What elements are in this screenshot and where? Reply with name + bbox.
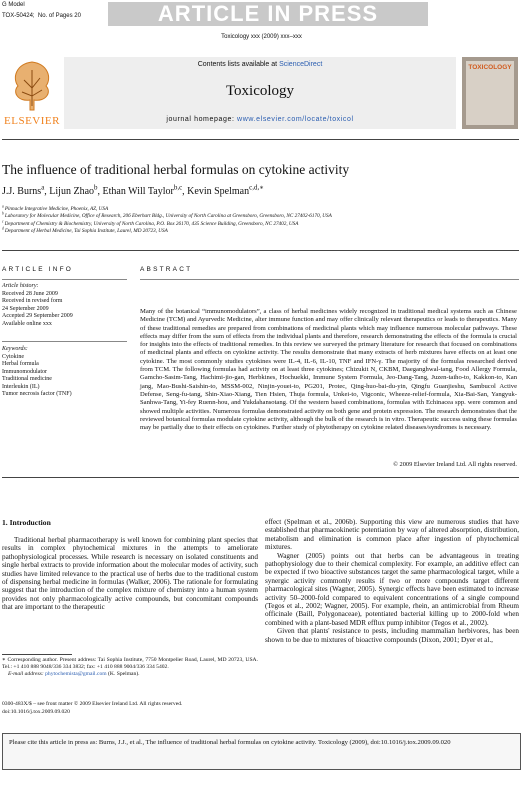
cover-title: TOXICOLOGY <box>468 64 512 71</box>
cite-text: Please cite this article in press as: Bu… <box>9 739 369 746</box>
author: Ethan Will Taylorb,c <box>98 183 183 197</box>
affiliation-text: Laboratory for Molecular Medicine, Offic… <box>4 213 332 220</box>
keywords-label: Keywords: <box>2 346 28 352</box>
manuscript-code: TOX-50424; <box>2 13 35 19</box>
author-name: J.J. Burns <box>2 186 42 197</box>
banner: ARTICLE IN PRESS <box>157 1 379 26</box>
paragraph: Given that plants' resistance to pests, … <box>265 627 519 644</box>
author: Kevin Spelmanc,d,∗ <box>182 183 264 197</box>
paragraph: Traditional herbal pharmacotherapy is we… <box>2 536 258 612</box>
contents-label: Contents lists available at <box>197 61 278 68</box>
affiliation-mark: d <box>2 226 4 231</box>
abstract-heading: ABSTRACT <box>140 266 193 273</box>
affiliation-mark: b <box>2 211 4 216</box>
history-item: 24 September 2009 <box>2 305 49 312</box>
publisher-name: ELSEVIER <box>4 115 60 127</box>
history-item: Received 28 June 2009 <box>2 290 58 297</box>
model-label: G Model <box>2 2 25 8</box>
email-link[interactable]: phytochemista@gmail.com <box>45 671 107 677</box>
copyright: © 2009 Elsevier Ireland Ltd. All rights … <box>393 461 517 468</box>
affiliation: dDepartment of Herbal Medicine, Tai Soph… <box>2 226 517 235</box>
author-list: J.J. BurnsaLijun ZhaobEthan Will Taylorb… <box>2 183 264 197</box>
info-rule <box>2 341 127 342</box>
journal-name: Toxicology <box>225 83 295 99</box>
cite-doi: doi:10.1016/j.tox.2009.09.020 <box>370 739 451 746</box>
contents-line: Contents lists available at ScienceDirec… <box>64 61 456 68</box>
cover-panel <box>466 61 514 125</box>
keywords-block: Keywords: Cytokine Herbal formula Immunomo… <box>2 346 72 399</box>
homepage-line: journal homepage: www.elsevier.com/locat… <box>64 116 456 123</box>
email-label: E-mail address: <box>8 671 44 677</box>
affiliation: cDepartment of Chemistry & Biochemistry,… <box>2 218 517 228</box>
divider <box>2 477 519 478</box>
author-affiliation-mark: b <box>94 183 98 192</box>
keyword: Traditional medicine <box>2 376 52 382</box>
email-owner: (K. Spelman). <box>108 671 140 677</box>
paragraph: effect (Spelman et al., 2006b). Supporti… <box>265 518 519 552</box>
journal-box <box>64 57 456 129</box>
author-affiliation-mark: b,c <box>173 183 183 192</box>
manuscript-info: TOX-50424; No. of Pages 20 <box>2 13 81 19</box>
footnote: ∗ Corresponding author. Present address:… <box>2 657 258 678</box>
banner-bg <box>108 2 428 26</box>
author: Lijun Zhaob <box>44 183 98 197</box>
journal-citation: Toxicology xxx (2009) xxx–xxx <box>221 34 302 40</box>
keyword: Tumor necrosis factor (TNF) <box>2 391 72 397</box>
publisher-logo <box>4 56 60 114</box>
homepage-label: journal homepage: <box>166 116 235 123</box>
affiliation-mark: a <box>2 204 4 209</box>
keyword: Interleukin (IL) <box>2 383 40 390</box>
homepage-link[interactable]: www.elsevier.com/locate/toxicol <box>237 116 354 123</box>
info-heading: ARTICLE INFO <box>2 266 74 273</box>
author: J.J. Burnsa <box>2 183 45 197</box>
author-name: Lijun Zhao <box>49 186 95 197</box>
section-heading: 1. Introduction <box>2 518 51 527</box>
right-column: effect (Spelman et al., 2006b). Supporti… <box>265 518 519 644</box>
author-affiliation-mark: c,d,∗ <box>249 183 264 192</box>
history-item: Received in revised form <box>2 298 63 304</box>
footnote-rule <box>2 654 72 655</box>
cite-box: Please cite this article in press as: Bu… <box>2 733 521 770</box>
info-rule <box>2 279 127 280</box>
abstract-rule <box>140 279 519 280</box>
affiliation-list: aPinnacle Integrative Medicine, Phoenix,… <box>2 204 517 235</box>
author-name: Kevin Spelman <box>187 186 250 197</box>
provider-link[interactable]: ScienceDirect <box>279 61 323 68</box>
history-item: Available online xxx <box>2 320 52 327</box>
affiliation: aPinnacle Integrative Medicine, Phoenix,… <box>2 204 517 213</box>
keyword: Immunomodulator <box>2 368 47 375</box>
issn-line: 0300-483X/$ – see front matter © 2009 El… <box>2 701 183 707</box>
paragraph: Wagner (2005) points out that herbs can … <box>265 551 519 627</box>
front-matter: 0300-483X/$ – see front matter © 2009 El… <box>2 701 182 716</box>
affiliation-text: Pinnacle Integrative Medicine, Phoenix, … <box>4 206 109 212</box>
affiliation: bLaboratory for Molecular Medicine, Offi… <box>2 211 517 220</box>
history-item: Accepted 29 September 2009 <box>2 313 73 319</box>
keyword: Herbal formula <box>2 361 39 367</box>
author-name: Ethan Will Taylor <box>102 186 174 197</box>
keyword: Cytokine <box>2 353 24 360</box>
history-block: Article history: Received 28 June 2009 Re… <box>2 283 73 328</box>
article-title: The influence of traditional herbal form… <box>2 162 350 177</box>
abstract-text: Many of the botanical “immunomodulators”… <box>140 308 517 432</box>
affiliation-mark: c <box>2 218 4 223</box>
left-column: Traditional herbal pharmacotherapy is we… <box>2 536 258 612</box>
doi-line: doi:10.1016/j.tox.2009.09.020 <box>2 708 70 715</box>
affiliation-text: Department of Herbal Medicine, Tai Sophi… <box>4 227 168 234</box>
corresponding-note: ∗ Corresponding author. Present address:… <box>2 657 258 670</box>
author-affiliation-mark: a <box>41 183 45 192</box>
history-label: Article history: <box>2 283 39 289</box>
affiliation-text: Department of Chemistry & Biochemistry, … <box>4 220 299 227</box>
divider <box>2 139 519 140</box>
page-count: No. of Pages 20 <box>37 13 81 19</box>
divider <box>2 250 519 251</box>
